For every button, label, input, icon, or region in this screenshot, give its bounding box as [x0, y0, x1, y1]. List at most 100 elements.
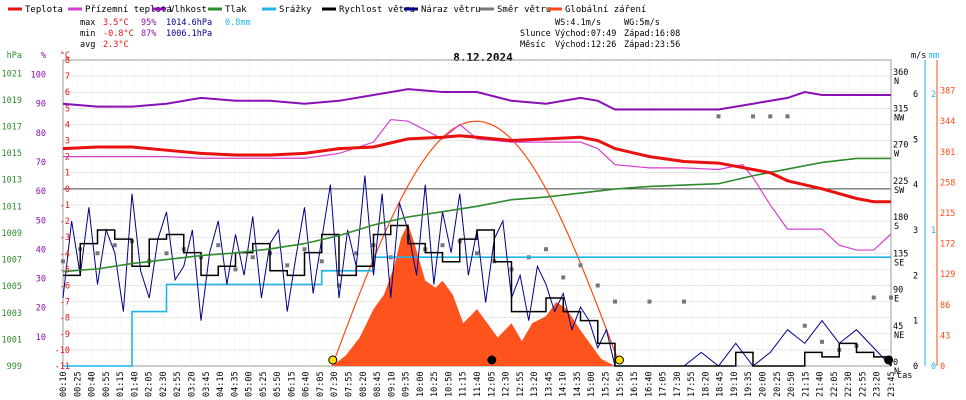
series-wind-direction-point	[578, 263, 583, 268]
hpa-axis-tick: 1017	[2, 123, 22, 133]
x-tick: 12:30	[502, 371, 512, 397]
x-tick: 16:40	[644, 371, 654, 397]
temp-axis-tick: -9	[60, 330, 70, 340]
series-wind-direction-point	[802, 323, 807, 328]
hpa-axis-tick: 1007	[2, 256, 22, 266]
x-tick: 06:15	[287, 371, 297, 397]
wind-axis-tick: 3	[913, 226, 918, 236]
stat-label: avg	[80, 40, 95, 50]
x-tick: 11:40	[473, 371, 483, 397]
direction-name: W	[894, 150, 900, 160]
stat-temp: -0.8°C	[103, 29, 134, 39]
x-tick: 20:00	[759, 371, 769, 397]
legend-item: Náraz větru	[404, 5, 481, 15]
series-wind-direction-point	[475, 251, 479, 256]
rain-axis-tick: 0	[931, 362, 936, 372]
series-wind-direction-point	[216, 243, 221, 248]
humidity-axis-tick: 60	[36, 187, 46, 197]
temp-axis-tick: -3	[60, 233, 70, 243]
legend-label: Směr větru	[497, 5, 551, 15]
hpa-axis-tick: 1015	[2, 149, 22, 159]
chart-title: 8.12.2024	[453, 51, 513, 64]
direction-name: N	[894, 367, 899, 377]
series-wind-direction-point	[889, 295, 893, 300]
legend-label: Náraz větru	[421, 5, 481, 15]
x-tick: 13:45	[544, 371, 554, 397]
series-radiation-theoretical	[331, 120, 620, 367]
wind-gust-info: WG:5m/s	[624, 18, 660, 28]
x-tick: 23:20	[873, 371, 883, 397]
moonrise-marker	[487, 355, 497, 365]
radiation-axis-tick: 301	[940, 148, 955, 158]
series-wind-speed	[63, 224, 892, 367]
wind-speed-info: WS:4.1m/s	[555, 18, 601, 28]
temp-axis-tick: 4	[65, 120, 70, 130]
stat-label: min	[80, 29, 95, 39]
temp-axis-tick: -2	[60, 217, 70, 227]
stat-label: max	[80, 18, 95, 28]
hpa-axis-tick: 1001	[2, 335, 22, 345]
x-tick: 04:10	[216, 371, 226, 397]
hpa-axis-label: hPa	[7, 51, 22, 61]
series-wind-direction-point	[595, 283, 600, 288]
direction-tick: 270	[893, 141, 908, 151]
series-temperature	[62, 134, 891, 204]
series-wind-direction-point	[871, 295, 876, 300]
legend-item: Rychlost větru	[322, 5, 415, 15]
direction-name: S	[894, 222, 899, 232]
x-tick: 17:55	[687, 371, 697, 397]
x-tick: 02:05	[145, 371, 155, 397]
moonrise: Východ:12:26	[555, 40, 616, 50]
humidity-axis-tick: 50	[36, 216, 46, 226]
stat-humidity: 87%	[141, 29, 156, 39]
stat-temp: 3.5°C	[103, 18, 129, 28]
radiation-axis-tick: 387	[940, 87, 955, 97]
series-wind-direction-point	[337, 283, 341, 288]
plot-area	[61, 59, 894, 367]
x-tick: 05:25	[259, 371, 269, 397]
moonset-marker	[884, 355, 894, 365]
series-ground-temp	[63, 118, 892, 251]
x-tick: 17:30	[673, 371, 683, 397]
series-radiation-area	[332, 223, 615, 366]
x-tick: 12:55	[516, 371, 526, 397]
temp-axis-tick: 3	[65, 137, 70, 147]
x-axis-label: čas	[897, 370, 912, 381]
x-tick: 07:30	[330, 371, 340, 397]
x-tick: 22:05	[830, 371, 840, 397]
series-pressure	[62, 157, 891, 273]
series-wind-direction-point	[95, 251, 100, 256]
x-tick: 12:05	[487, 371, 497, 397]
temp-axis-tick: -1	[60, 201, 70, 211]
legend-label: Přízemní teplota	[85, 5, 172, 15]
hpa-axis-tick: 999	[7, 362, 22, 372]
wind-axis-label: m/s	[911, 51, 926, 61]
series-wind-direction-point	[285, 263, 290, 268]
x-tick: 07:05	[316, 371, 326, 397]
x-tick: 09:35	[402, 371, 412, 397]
series-wind-direction-point	[164, 251, 169, 256]
series-wind-direction-point	[544, 247, 548, 252]
x-tick: 17:05	[659, 371, 669, 397]
temp-axis-tick: 1	[65, 169, 70, 179]
temp-axis-label: °C	[60, 51, 70, 61]
direction-tick: 180	[893, 213, 908, 223]
legend-item: Přízemní teplota	[68, 5, 172, 15]
humidity-axis-tick: 70	[36, 158, 46, 168]
x-tick: 07:55	[345, 371, 355, 397]
x-tick: 10:00	[416, 371, 426, 397]
series-wind-direction-point	[250, 255, 255, 260]
x-tick: 15:50	[616, 371, 626, 397]
humidity-axis-tick: 20	[36, 304, 46, 314]
radiation-axis-tick: 86	[940, 301, 950, 311]
legend-label: Globální záření	[565, 5, 646, 15]
temp-axis-tick: -11	[55, 362, 70, 372]
direction-tick: 135	[893, 249, 908, 259]
direction-tick: 315	[893, 104, 908, 114]
series-wind-direction-point	[440, 243, 445, 248]
x-tick: 11:15	[459, 371, 469, 397]
series-wind-direction-point	[233, 267, 238, 272]
direction-tick: 45	[893, 322, 903, 332]
direction-name: SW	[894, 186, 905, 196]
